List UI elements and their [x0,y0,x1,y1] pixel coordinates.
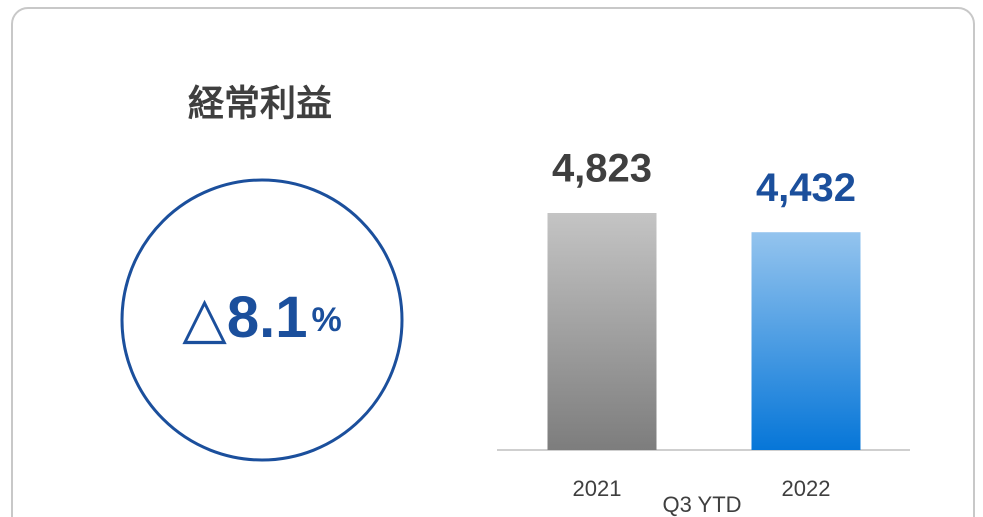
change-value: △8.1 [182,285,307,350]
bar [751,232,861,450]
change-unit: % [312,301,342,339]
card [11,7,975,517]
x-tick-label: 2021 [573,476,622,501]
chart-title: 経常利益 [188,83,332,124]
change-label: △8.1% [182,285,341,350]
value-label: 4,432 [756,166,856,210]
bar [547,213,657,450]
value-label: 4,823 [552,147,652,191]
x-axis-label: Q3 YTD [662,492,741,517]
change-circle [120,178,404,462]
x-tick-label: 2022 [782,476,831,501]
